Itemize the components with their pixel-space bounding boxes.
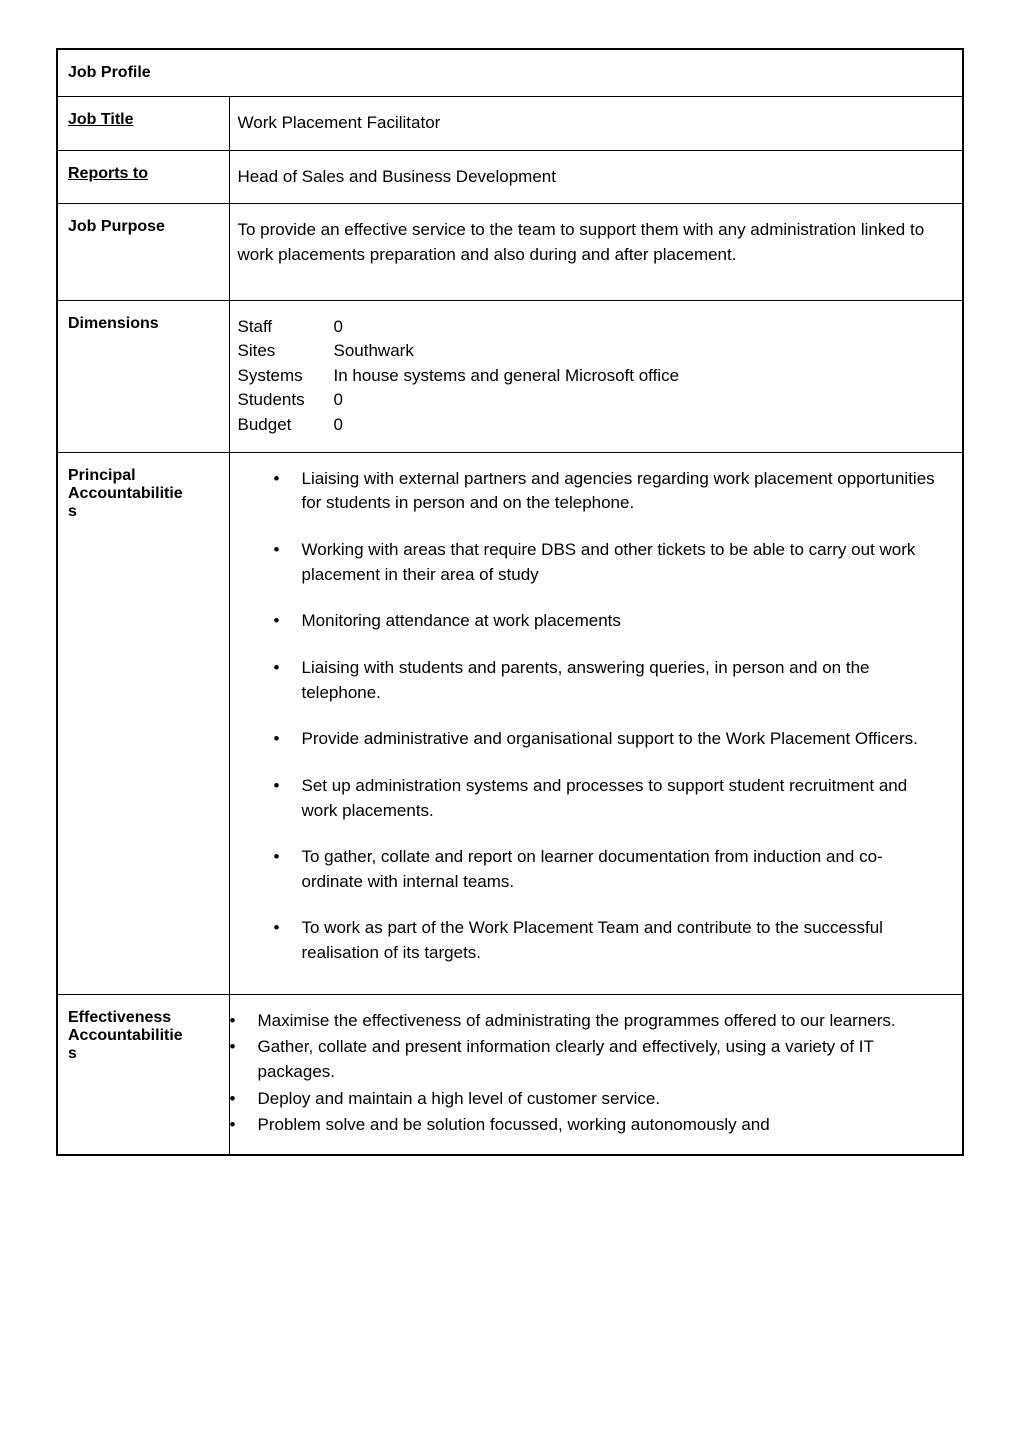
principal-item: Working with areas that require DBS and … [274,538,945,587]
dimension-staff-value: 0 [334,315,343,340]
reports-to-value: Head of Sales and Business Development [229,150,963,204]
principal-label-line1: Principal [68,467,219,485]
dimension-systems-value: In house systems and general Microsoft o… [334,364,680,389]
dimensions-content: Staff 0 Sites Southwark Systems In house… [229,300,963,452]
dimension-students-label: Students [238,388,334,413]
dimension-staff-label: Staff [238,315,334,340]
principal-item: Provide administrative and organisationa… [274,727,945,752]
job-purpose-label: Job Purpose [68,218,165,235]
dimension-row-sites: Sites Southwark [238,339,951,364]
principal-item: Set up administration systems and proces… [274,774,945,823]
principal-label-line3: s [68,503,219,521]
dimension-systems-label: Systems [238,364,334,389]
dimension-sites-label: Sites [238,339,334,364]
dimensions-label-cell: Dimensions [57,300,229,452]
principal-item: Liaising with students and parents, answ… [274,656,945,705]
job-title-label-cell: Job Title [57,97,229,151]
dimensions-label: Dimensions [68,315,159,332]
effectiveness-label-cell: Effectiveness Accountabilitie s [57,994,229,1155]
effectiveness-item: Maximise the effectiveness of administra… [230,1009,951,1034]
principal-bullet-list: Liaising with external partners and agen… [238,467,945,966]
dimension-sites-value: Southwark [334,339,414,364]
effectiveness-bullet-list: Maximise the effectiveness of administra… [230,1009,951,1138]
dimension-students-value: 0 [334,388,343,413]
job-profile-header-cell: Job Profile [57,49,963,97]
reports-to-label-cell: Reports to [57,150,229,204]
effectiveness-content: Maximise the effectiveness of administra… [229,994,963,1155]
job-purpose-label-cell: Job Purpose [57,204,229,300]
principal-item: To work as part of the Work Placement Te… [274,916,945,965]
dimension-row-students: Students 0 [238,388,951,413]
effectiveness-item: Gather, collate and present information … [230,1035,951,1084]
job-profile-heading: Job Profile [58,50,962,96]
reports-to-label: Reports to [68,165,148,182]
dimension-budget-label: Budget [238,413,334,438]
principal-item: Liaising with external partners and agen… [274,467,945,516]
job-title-label: Job Title [68,111,134,128]
effectiveness-item: Deploy and maintain a high level of cust… [230,1087,951,1112]
principal-content: Liaising with external partners and agen… [229,452,963,994]
job-profile-table: Job Profile Job Title Work Placement Fac… [56,48,964,1156]
dimension-row-staff: Staff 0 [238,315,951,340]
principal-item: To gather, collate and report on learner… [274,845,945,894]
principal-label-line2: Accountabilitie [68,485,219,503]
job-purpose-value: To provide an effective service to the t… [229,204,963,300]
dimension-budget-value: 0 [334,413,343,438]
dimension-row-budget: Budget 0 [238,413,951,438]
effectiveness-label-line2: Accountabilitie [68,1027,219,1045]
effectiveness-label-line1: Effectiveness [68,1009,219,1027]
effectiveness-item: Problem solve and be solution focussed, … [230,1113,951,1138]
dimension-row-systems: Systems In house systems and general Mic… [238,364,951,389]
job-title-value: Work Placement Facilitator [229,97,963,151]
principal-item: Monitoring attendance at work placements [274,609,945,634]
principal-label-cell: Principal Accountabilitie s [57,452,229,994]
effectiveness-label-line3: s [68,1045,219,1063]
